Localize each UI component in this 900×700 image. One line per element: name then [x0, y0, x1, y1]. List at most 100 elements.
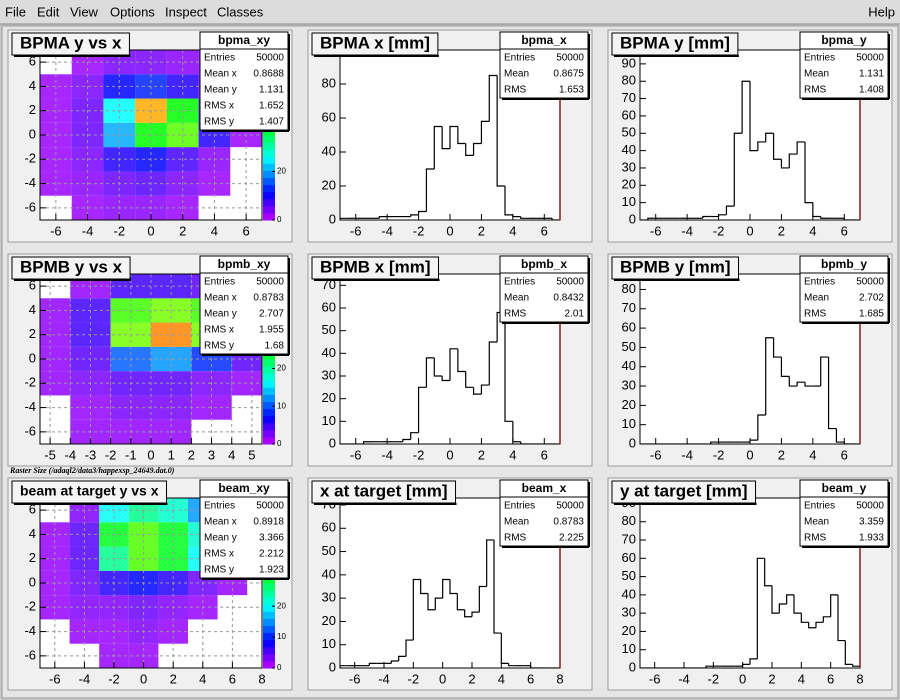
palette-step	[263, 212, 275, 221]
palette-step	[263, 436, 275, 445]
menu-item[interactable]: Inspect	[165, 4, 207, 19]
menu-item[interactable]: View	[70, 4, 99, 19]
histogram-bin	[771, 585, 780, 614]
x-tick-label: -3	[85, 447, 97, 462]
histogram-bin	[465, 371, 474, 388]
x-tick-label: -2	[708, 671, 720, 686]
stats-box	[499, 31, 589, 99]
stats-name: beam_xy	[218, 481, 270, 495]
histogram-bin	[427, 593, 436, 611]
y-tick-label: 60	[322, 520, 336, 535]
histogram-bin	[480, 384, 490, 395]
chart-title: BPMA y [mm]	[620, 33, 730, 52]
palette-tick-label: 20	[277, 167, 286, 176]
y-tick-label: 10	[322, 413, 336, 428]
palette-step	[263, 149, 275, 157]
histogram-bin	[749, 81, 758, 152]
stats-value: 50000	[256, 53, 284, 64]
histogram-bin	[796, 381, 805, 387]
stats-value: 0.8783	[553, 517, 584, 528]
histogram-bin	[417, 210, 427, 215]
histogram-bin	[486, 539, 494, 587]
stats-value: 0.8675	[553, 69, 584, 80]
histogram-bin	[741, 80, 750, 134]
stats-value: 0.8783	[253, 293, 284, 304]
palette-step	[263, 408, 275, 417]
menu-item[interactable]: Classes	[217, 4, 264, 19]
histogram-bin	[488, 341, 498, 386]
stats-label: RMS y	[204, 565, 234, 576]
x-tick-label: 6	[243, 223, 250, 238]
histogram-bin	[705, 665, 714, 668]
stats-value: 0.8688	[253, 69, 284, 80]
histogram-bin	[441, 376, 450, 382]
palette-step	[263, 660, 275, 669]
histogram-bin	[441, 126, 450, 150]
y-tick-label: 0	[29, 350, 36, 365]
x-tick-label: -2	[713, 447, 725, 462]
histogram-bin	[378, 216, 388, 219]
histogram-bin	[820, 216, 829, 219]
menu-item[interactable]: Options	[110, 4, 155, 19]
histogram-bin	[835, 428, 845, 443]
histogram-bin	[788, 153, 798, 168]
x-tick-label: 2	[778, 223, 785, 238]
stats-value: 2.212	[259, 549, 284, 560]
palette-step	[263, 366, 275, 374]
stats-label: Mean	[504, 69, 529, 80]
stats-label: Entries	[804, 277, 835, 288]
x-tick-label: 4	[798, 671, 805, 686]
stats-name: bpma_xy	[218, 33, 270, 47]
stats-value: 1.955	[259, 325, 284, 336]
histogram-bin	[434, 597, 443, 610]
histogram-bin	[412, 578, 421, 641]
histogram-bin	[472, 142, 482, 156]
x-tick-label: 6	[841, 447, 848, 462]
y-tick-label: 60	[622, 320, 636, 335]
stats-label: RMS y	[204, 341, 234, 352]
histogram-bin	[800, 613, 809, 623]
y-tick-label: 40	[622, 586, 636, 601]
y-tick-label: 50	[622, 125, 636, 140]
x-tick-label: -2	[413, 223, 425, 238]
x-tick-label: -4	[681, 447, 693, 462]
y-tick-label: 50	[622, 568, 636, 583]
palette-step	[263, 135, 275, 143]
histogram-bin	[772, 337, 782, 358]
histogram-bin	[410, 432, 419, 440]
y-tick-label: 70	[622, 90, 636, 105]
stats-label: RMS x	[204, 549, 234, 560]
y-tick-label: 2	[29, 550, 36, 565]
palette-step	[263, 618, 275, 626]
x-tick-label: -6	[350, 223, 362, 238]
x-tick-label: -2	[108, 671, 120, 686]
stats-label: Mean x	[204, 293, 237, 304]
histogram-bin	[830, 594, 838, 617]
x-tick-label: 6	[527, 671, 534, 686]
palette-step	[263, 184, 275, 193]
y-tick-label: 20	[322, 177, 336, 192]
menu-help[interactable]: Help	[868, 4, 895, 19]
histogram-bin	[449, 579, 458, 595]
y-tick-label: -6	[24, 199, 36, 214]
stats-value: 2.01	[565, 309, 585, 320]
menu-item[interactable]: File	[5, 4, 26, 19]
x-tick-label: -2	[408, 671, 420, 686]
palette-step	[263, 632, 275, 641]
menu-item[interactable]: Edit	[37, 4, 60, 19]
y-tick-label: 20	[322, 390, 336, 405]
histogram-bin	[815, 621, 824, 628]
y-tick-label: 4	[29, 302, 36, 317]
x-tick-label: -4	[381, 447, 393, 462]
x-tick-label: 8	[258, 671, 265, 686]
x-tick-label: 4	[228, 447, 235, 462]
x-tick-label: -2	[413, 447, 425, 462]
y-tick-label: 6	[29, 54, 36, 69]
stats-name: beam_x	[522, 481, 567, 495]
histogram-bin	[425, 168, 435, 212]
histogram-bin	[780, 357, 790, 377]
palette-step	[263, 142, 275, 150]
stats-label: Mean	[804, 69, 829, 80]
